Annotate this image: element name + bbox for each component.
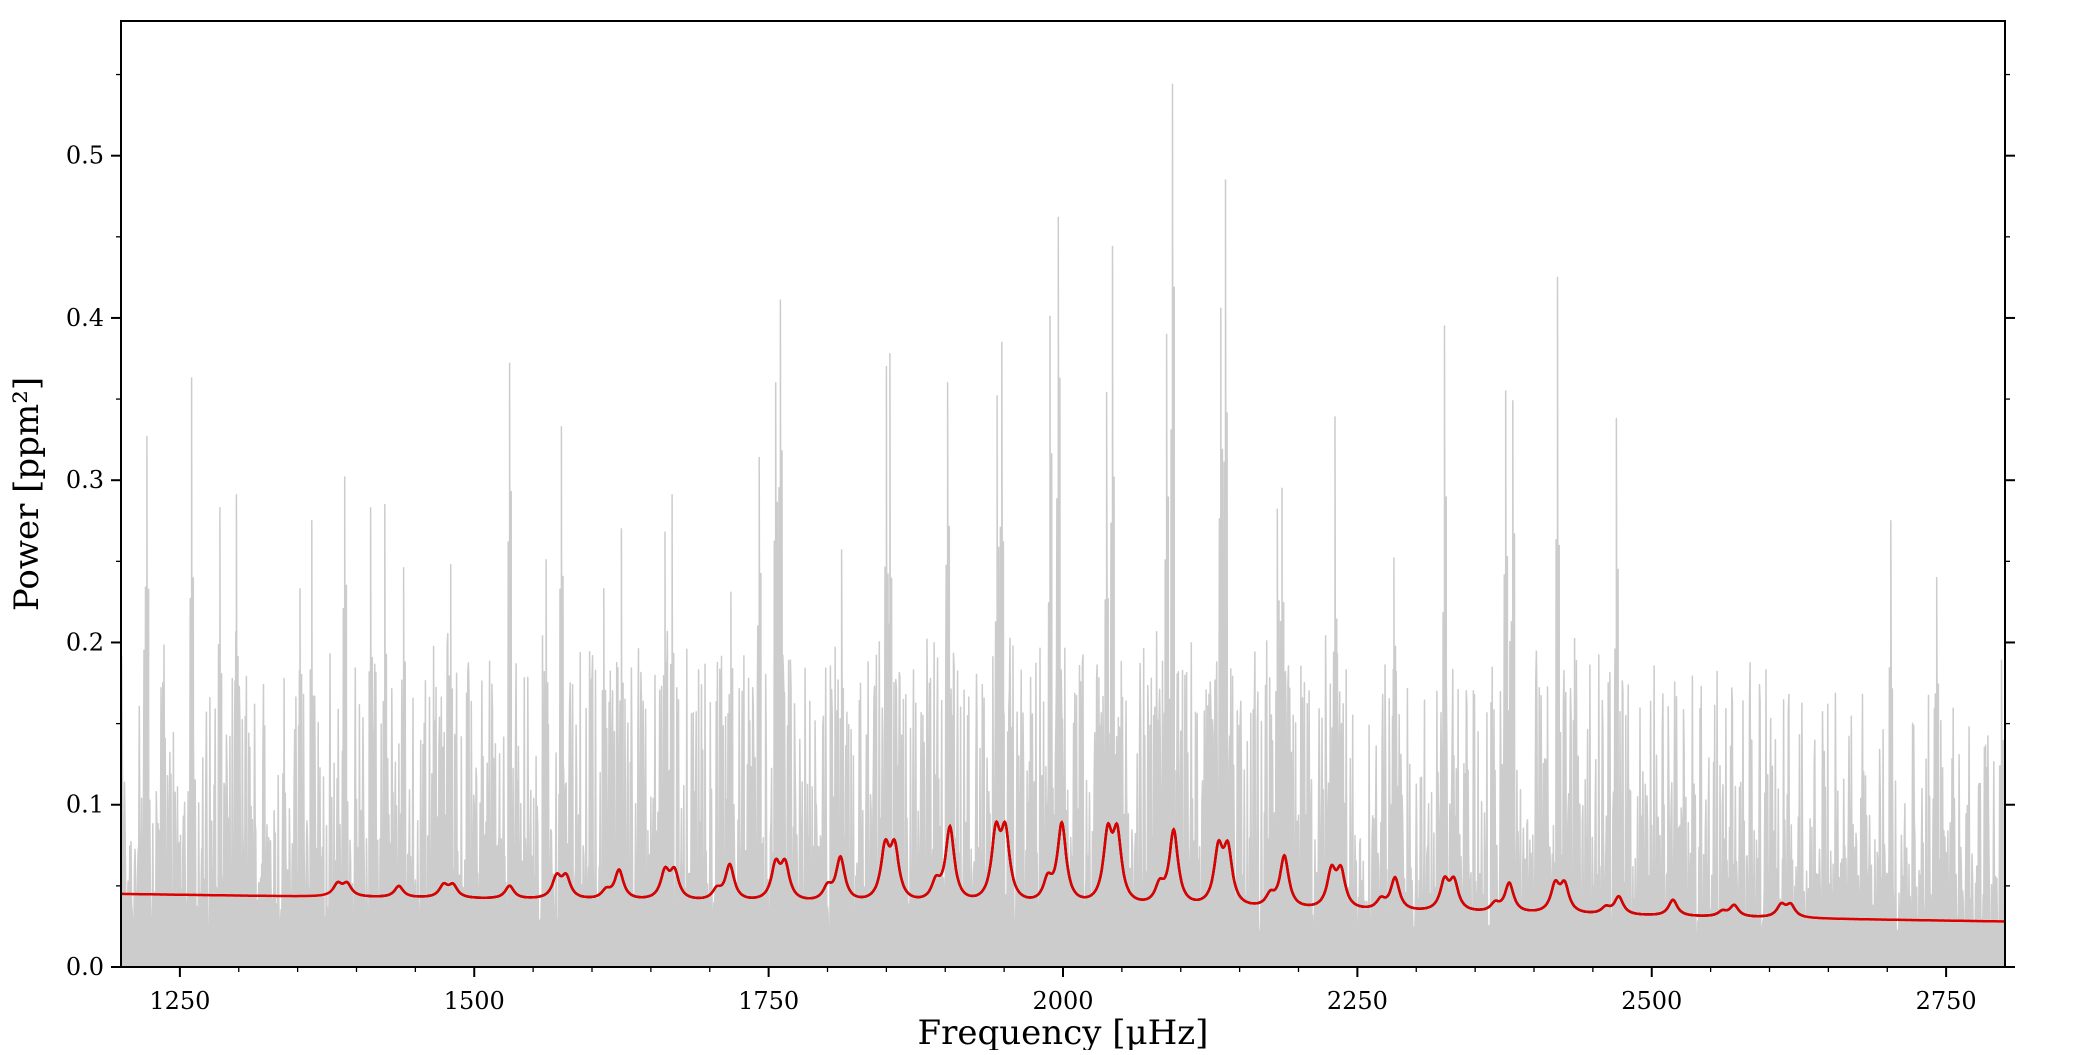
y-tick-label: 0.3: [66, 466, 104, 494]
x-tick-label: 2500: [1621, 987, 1682, 1015]
y-axis: 0.0 0.1 0.2 0.3 0.4 0.5: [66, 73, 2015, 981]
x-tick-label: 2000: [1032, 987, 1093, 1015]
x-tick-label: 1500: [444, 987, 505, 1015]
x-tick-label: 1750: [738, 987, 799, 1015]
x-axis-title: Frequency [μHz]: [918, 1013, 1209, 1050]
x-tick-label: 2750: [1916, 987, 1977, 1015]
model-fit-series-left: [121, 871, 605, 899]
x-axis: 1250 1500 1750 2000 2250 2500 2750: [149, 967, 1977, 1015]
y-tick-label: 0.5: [66, 142, 104, 170]
y-tick-label: 0.0: [66, 953, 104, 981]
x-tick-label: 2250: [1327, 987, 1388, 1015]
y-tick-label: 0.4: [66, 304, 104, 332]
y-tick-label: 0.2: [66, 628, 104, 656]
model-layer: [121, 819, 2005, 923]
y-axis-title: Power [ppm²]: [7, 377, 47, 611]
model-fit-series: [602, 819, 1523, 911]
model-fit-series-right: [1521, 878, 2005, 923]
x-tick-label: 1250: [149, 987, 210, 1015]
y-tick-label: 0.1: [66, 791, 104, 819]
